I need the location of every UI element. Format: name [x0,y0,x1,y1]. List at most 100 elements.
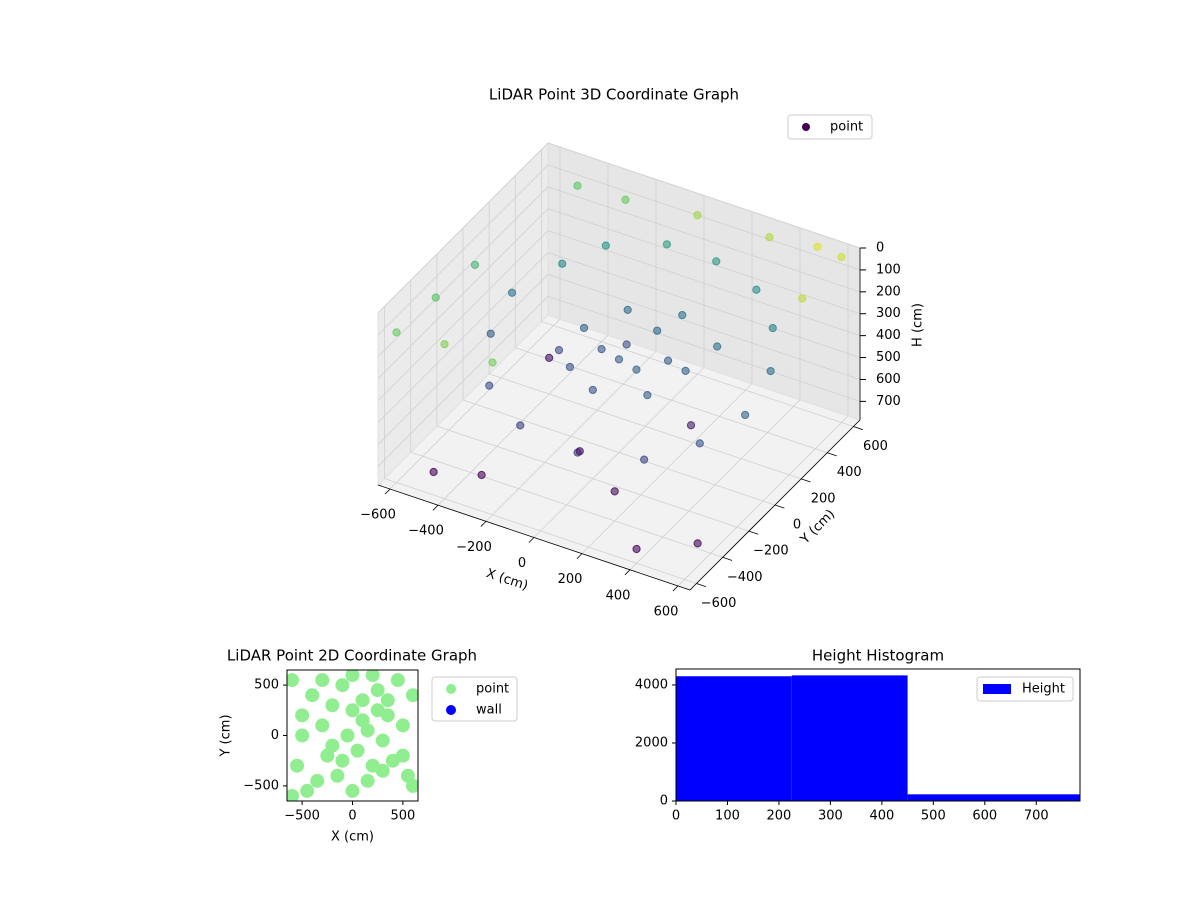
tick-mark [748,530,759,535]
point [405,688,418,703]
x-tick-label: 200 [767,809,792,824]
point [330,768,345,783]
point [765,233,774,242]
z-tick-label: 200 [876,284,901,299]
point [614,355,624,364]
tick-mark [722,556,733,561]
tick-mark [672,585,679,592]
legend-box [787,114,873,140]
point [695,439,704,448]
point [622,340,631,349]
bar [907,794,1080,801]
legend-marker [446,705,456,715]
grid-line [462,399,776,506]
grid-line [489,373,802,480]
y-tick-label: 500 [254,678,279,693]
point [565,362,575,372]
point [837,252,846,262]
y-axis-label: Y (cm) [797,507,838,548]
x-tick-label: 600 [972,809,997,824]
point [713,342,722,351]
point [345,783,360,798]
grid-line [377,164,549,336]
legend-marker [446,684,456,694]
point [287,788,300,801]
tick-mark [827,452,837,457]
point [686,421,696,430]
y-tick-label: 200 [811,491,836,506]
legend-label: point [476,682,509,697]
point [470,260,480,270]
point [554,346,564,355]
legend-label: wall [476,703,502,718]
point [350,743,365,758]
y-tick-label: 0 [271,728,279,743]
tick-mark [528,537,535,543]
point [375,733,390,748]
point [693,539,702,548]
point [325,738,340,753]
z-tick-label: 300 [876,306,901,321]
point [390,673,405,688]
z-tick-label: 100 [876,262,901,277]
point [768,323,777,333]
bar [791,675,908,801]
x-tick-label: 500 [390,809,415,824]
grid-line [377,142,549,314]
point [310,773,325,788]
point [752,285,761,294]
point [741,410,750,420]
x-tick-label: −500 [284,809,320,824]
legend-label: point [830,120,863,135]
point [693,211,702,220]
tick-mark [576,553,583,560]
point [295,708,310,723]
tick-mark [624,569,631,576]
point [597,345,606,354]
point [360,773,375,788]
tick-mark [384,488,391,495]
z-tick-label: 400 [876,328,901,343]
grid-line [547,252,861,358]
grid-line [410,451,723,558]
z-axis-label: H (cm) [911,303,926,347]
tick-mark [696,583,707,587]
point [395,748,410,763]
grid-line [436,425,749,532]
y-tick-label: −600 [701,596,737,611]
grid-line [377,208,549,380]
grid-line [547,142,861,249]
x-tick-label: 0 [348,809,356,824]
grid-line [377,296,549,467]
point [405,778,418,793]
point [575,447,584,456]
point [640,455,649,464]
point [355,693,370,708]
point [632,544,641,554]
grid-line [384,478,697,584]
point [375,763,390,778]
point [653,326,662,335]
y-axis-label: Y (cm) [219,714,234,757]
x-tick-label: 200 [558,572,583,587]
point [610,487,619,496]
z-tick-label: 0 [876,241,884,256]
point [486,329,495,338]
point [345,670,360,683]
x-tick-label: −400 [408,524,444,539]
axes-frame [675,668,1081,802]
x-tick-label: 0 [672,809,680,824]
point [315,718,330,733]
grid-line [547,208,861,315]
point [290,758,305,773]
legend-box [976,676,1074,702]
point [813,242,822,251]
y-tick-label: 4000 [635,677,668,692]
point [681,366,690,375]
point [300,783,315,798]
x-tick-label: 100 [715,809,740,824]
point [325,698,340,713]
point [678,310,687,320]
